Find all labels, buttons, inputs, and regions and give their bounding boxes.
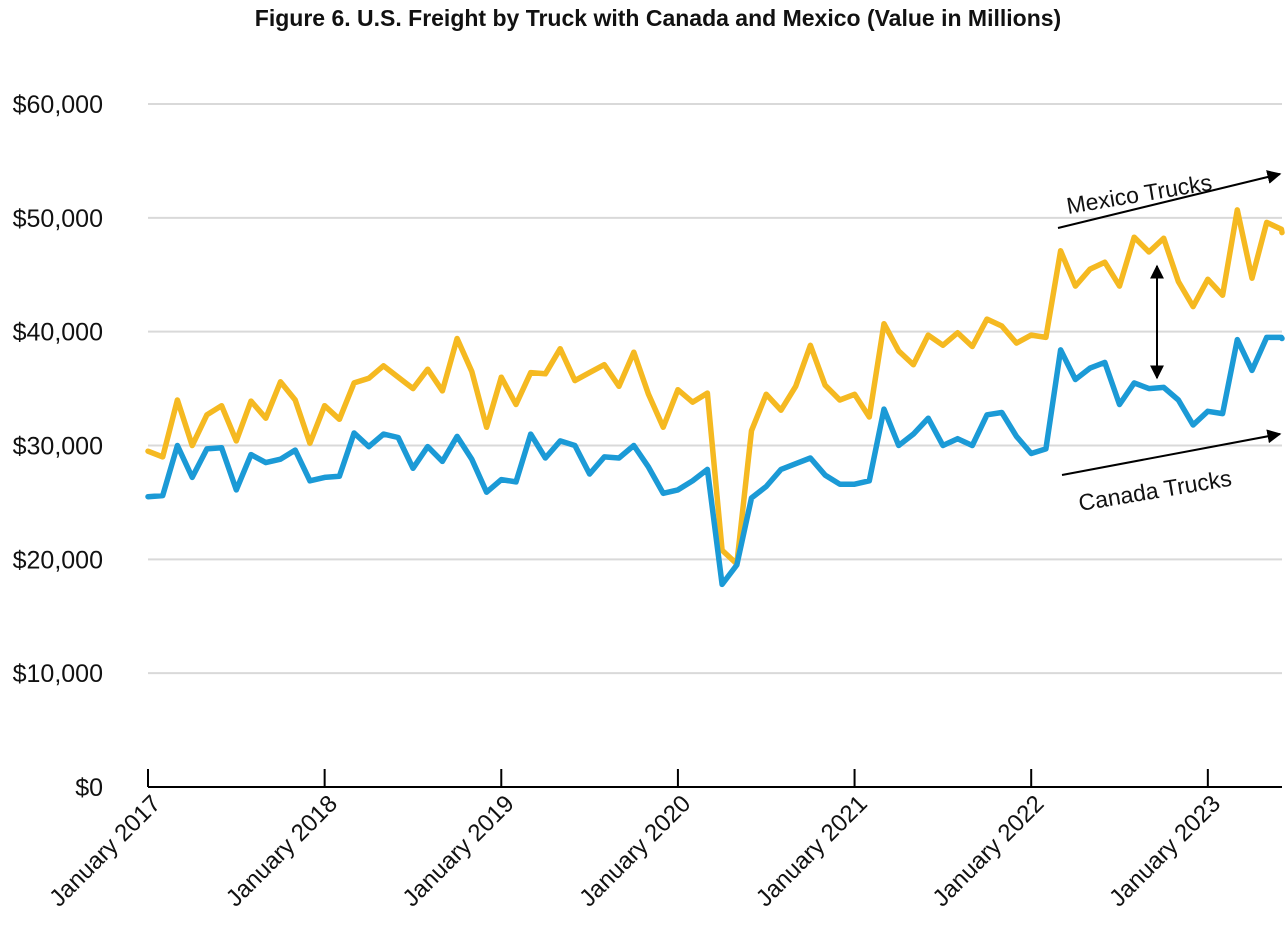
x-tick-label: January 2023 <box>1104 790 1226 912</box>
canada-trend-arrow <box>1061 429 1282 476</box>
annotations: Mexico Trucks Canada Trucks <box>1057 169 1282 516</box>
annotation-canada-trucks: Canada Trucks <box>1077 465 1234 516</box>
y-tick-label: $30,000 <box>13 433 103 461</box>
series-line-mexico-trucks <box>145 207 1285 567</box>
x-tick-label: January 2017 <box>44 790 166 912</box>
annotation-mexico-trucks: Mexico Trucks <box>1065 169 1214 219</box>
x-tick-label: January 2021 <box>751 790 873 912</box>
x-axis: January 2017 January 2018 January 2019 Janu… <box>44 769 1282 912</box>
y-tick-label: $10,000 <box>13 660 103 688</box>
y-tick-label: $60,000 <box>13 91 103 119</box>
x-tick-label: January 2019 <box>398 790 520 912</box>
x-tick-label: January 2022 <box>927 790 1049 912</box>
series-lines <box>145 207 1285 588</box>
y-tick-label: $40,000 <box>13 319 103 347</box>
y-tick-label: $0 <box>75 774 103 802</box>
series-line-canada-trucks <box>145 334 1285 588</box>
y-axis-ticks: $0 $10,000 $20,000 $30,000 $40,000 $50,000 $60… <box>13 91 103 802</box>
mexico-trend-arrow <box>1057 170 1282 229</box>
y-tick-label: $50,000 <box>13 205 103 233</box>
y-tick-label: $20,000 <box>13 546 103 574</box>
chart-title: Figure 6. U.S. Freight by Truck with Can… <box>255 5 1061 31</box>
x-tick-label: January 2018 <box>221 790 343 912</box>
x-tick-label: January 2020 <box>574 790 696 912</box>
